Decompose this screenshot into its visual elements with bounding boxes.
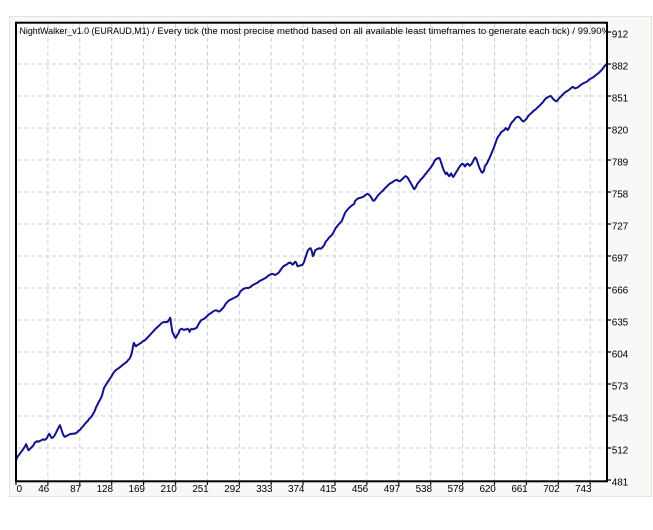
svg-text:415: 415 [320, 484, 337, 495]
svg-text:743: 743 [575, 484, 592, 495]
svg-text:882: 882 [612, 62, 629, 73]
svg-text:374: 374 [288, 484, 305, 495]
svg-text:333: 333 [256, 484, 273, 495]
svg-text:512: 512 [612, 446, 629, 457]
svg-text:46: 46 [38, 484, 49, 495]
svg-text:666: 666 [612, 286, 629, 297]
svg-text:727: 727 [612, 222, 629, 233]
svg-text:789: 789 [612, 158, 629, 169]
svg-text:456: 456 [352, 484, 369, 495]
svg-text:912: 912 [612, 30, 629, 41]
svg-text:573: 573 [612, 382, 629, 393]
svg-text:169: 169 [129, 484, 146, 495]
svg-text:697: 697 [612, 254, 629, 265]
svg-text:758: 758 [612, 190, 629, 201]
svg-text:NightWalker_v1.0 (EURAUD,M1) /: NightWalker_v1.0 (EURAUD,M1) / Every tic… [20, 26, 611, 36]
svg-text:851: 851 [612, 94, 629, 105]
svg-text:604: 604 [612, 350, 629, 361]
svg-text:702: 702 [543, 484, 560, 495]
svg-text:543: 543 [612, 414, 629, 425]
svg-text:820: 820 [612, 126, 629, 137]
svg-text:292: 292 [224, 484, 241, 495]
svg-text:210: 210 [160, 484, 177, 495]
svg-text:251: 251 [192, 484, 209, 495]
svg-text:481: 481 [612, 478, 629, 489]
svg-text:538: 538 [416, 484, 433, 495]
svg-text:0: 0 [17, 484, 23, 495]
svg-text:620: 620 [479, 484, 496, 495]
svg-text:579: 579 [448, 484, 465, 495]
svg-text:497: 497 [384, 484, 401, 495]
svg-text:635: 635 [612, 318, 629, 329]
svg-text:128: 128 [97, 484, 114, 495]
svg-text:87: 87 [70, 484, 81, 495]
svg-text:661: 661 [511, 484, 528, 495]
